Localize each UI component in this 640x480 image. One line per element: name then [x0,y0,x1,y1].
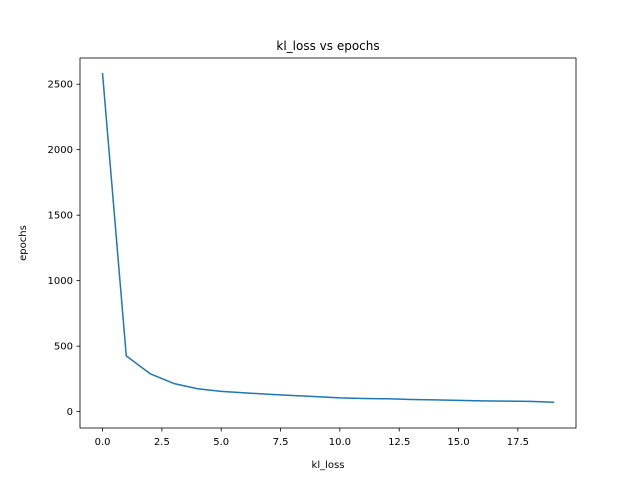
y-tick-label: 2500 [48,80,73,91]
series-line-0 [101,72,555,403]
x-tick-label: 10.0 [329,437,351,448]
x-tick-label: 7.5 [273,437,289,448]
x-tick-label: 17.5 [507,437,529,448]
plot-area [101,72,555,403]
y-tick-label: 2000 [48,145,73,156]
axes-frame [79,57,577,429]
y-tick-label: 500 [54,342,73,353]
x-tick-label: 15.0 [447,437,469,448]
y-tick-label: 1500 [48,211,73,222]
x-tick-label: 0.0 [95,437,111,448]
y-tick-label: 1000 [48,276,73,287]
chart-title: kl_loss vs epochs [276,39,379,53]
y-axis-label: epochs [18,225,29,261]
x-axis: 0.0 2.5 5.0 7.5 10.0 12.5 15.0 17.5 [95,428,529,448]
y-tick-label: 0 [67,407,73,418]
y-axis: 0 500 1000 1500 2000 2500 [48,80,80,418]
x-tick-label: 12.5 [388,437,410,448]
x-tick-label: 5.0 [213,437,229,448]
x-tick-label: 2.5 [154,437,170,448]
x-axis-label: kl_loss [312,460,345,471]
